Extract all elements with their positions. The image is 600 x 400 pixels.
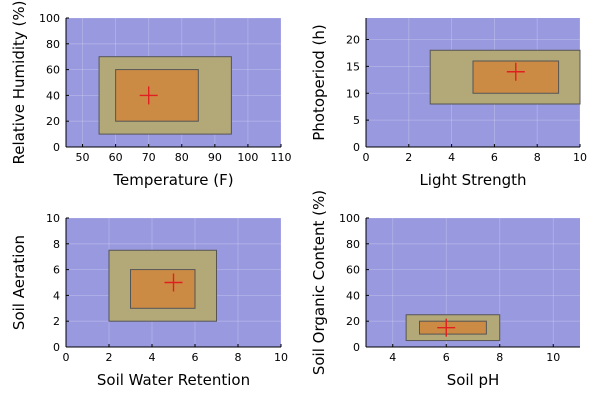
x-tick-label: 50 [76,151,90,164]
y-axis-label: Soil Aeration [10,235,28,330]
y-tick-label: 6 [53,264,60,277]
chart-panel-1: 50 60 70 80 90 100 110 0 20 40 60 80 100 Temperature … [10,1,292,190]
y-tick-label: 40 [346,289,360,302]
y-tick-label: 4 [53,289,60,302]
y-tick-label: 0 [353,141,360,154]
x-tick-label: 4 [389,351,396,364]
x-axis-label: Light Strength [419,171,526,189]
x-tick-label: 0 [63,351,70,364]
y-axis-label: Relative Humidity (%) [10,1,28,165]
x-tick-label: 10 [573,151,587,164]
x-tick-label: 6 [192,351,199,364]
x-tick-label: 4 [149,351,156,364]
x-tick-label: 0 [363,151,370,164]
y-tick-label: 80 [346,238,360,251]
x-axis-label: Soil pH [447,371,500,389]
y-tick-label: 15 [346,60,360,73]
x-axis-label: Soil Water Retention [97,371,250,389]
y-tick-label: 20 [46,115,60,128]
x-tick-label: 6 [443,351,450,364]
x-tick-label: 70 [142,151,156,164]
inner-range-rect [130,269,196,309]
x-tick-label: 8 [496,351,503,364]
y-tick-label: 10 [346,87,360,100]
y-tick-label: 60 [46,64,60,77]
x-tick-label: 6 [491,151,498,164]
x-tick-label: 90 [208,151,222,164]
y-tick-label: 2 [53,315,60,328]
x-tick-label: 2 [405,151,412,164]
y-tick-label: 0 [353,341,360,354]
x-tick-label: 8 [534,151,541,164]
y-tick-label: 80 [46,38,60,51]
y-tick-label: 100 [39,12,60,25]
x-tick-label: 10 [546,351,560,364]
y-tick-label: 0 [53,141,60,154]
x-tick-label: 110 [271,151,292,164]
x-tick-label: 60 [109,151,123,164]
chart-panel-2: 0 2 4 6 8 10 0 5 10 15 20 Light Strength Photoperiod… [310,18,587,189]
x-tick-label: 8 [235,351,242,364]
y-tick-label: 8 [53,238,60,251]
y-tick-label: 20 [346,315,360,328]
y-tick-label: 10 [46,212,60,225]
chart-panel-3: 0 2 4 6 8 10 0 2 4 6 8 10 Soil Water Retention Soil A… [10,212,288,389]
x-tick-label: 4 [448,151,455,164]
x-tick-label: 100 [237,151,258,164]
x-tick-label: 80 [175,151,189,164]
y-axis-label: Photoperiod (h) [310,24,328,141]
x-axis-label: Temperature (F) [112,171,233,189]
y-tick-label: 0 [53,341,60,354]
x-tick-label: 2 [106,351,113,364]
y-axis-label: Soil Organic Content (%) [310,190,328,375]
y-tick-label: 60 [346,264,360,277]
x-tick-label: 10 [274,351,288,364]
y-tick-label: 5 [353,114,360,127]
y-tick-label: 20 [346,34,360,47]
y-tick-label: 100 [339,212,360,225]
y-tick-label: 40 [46,89,60,102]
